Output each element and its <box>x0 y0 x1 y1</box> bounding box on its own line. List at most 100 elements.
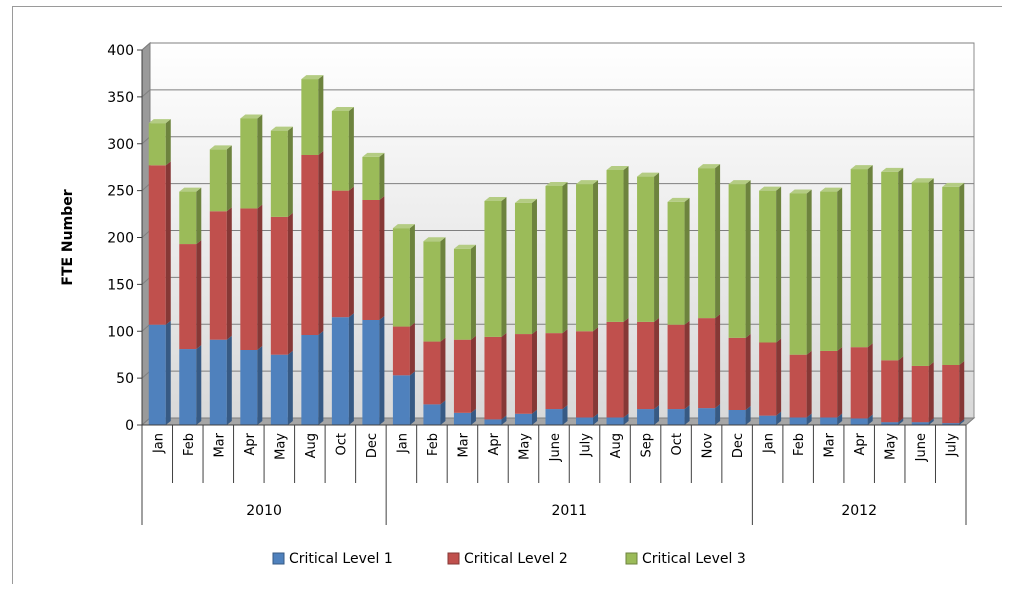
bar-segment-critical-level-1 <box>545 405 568 425</box>
bar-segment-critical-level-2 <box>820 346 843 418</box>
x-tick-label: Feb <box>426 433 441 456</box>
legend-item: Critical Level 2 <box>447 551 568 567</box>
bar-segment-critical-level-3 <box>789 189 812 355</box>
gridline-side <box>141 136 151 145</box>
x-tick-label: Mar <box>823 432 838 457</box>
bar-segment-critical-level-1 <box>423 400 446 425</box>
group-label: 2012 <box>841 503 877 519</box>
bar-segment-critical-level-3 <box>423 237 446 342</box>
x-tick-label: Aug <box>609 433 624 458</box>
legend-label: Critical Level 2 <box>464 551 568 567</box>
bar-segment-critical-level-2 <box>484 332 507 420</box>
gridline-side <box>141 276 151 285</box>
x-tick-label: Jan <box>762 433 777 454</box>
bar-segment-critical-level-2 <box>362 196 385 320</box>
bar-segment-critical-level-3 <box>576 180 599 332</box>
x-tick-label: July <box>579 433 594 458</box>
bar-segment-critical-level-1 <box>179 345 202 425</box>
bar-segment-critical-level-2 <box>637 317 660 410</box>
bar-segment-critical-level-3 <box>331 106 354 191</box>
bar-segment-critical-level-2 <box>423 337 446 405</box>
legend-item: Critical Level 3 <box>625 551 746 567</box>
legend-swatch <box>447 552 460 565</box>
bar-segment-critical-level-3 <box>850 165 873 348</box>
legend-swatch <box>625 552 638 565</box>
bar-segment-critical-level-3 <box>514 198 537 335</box>
bar-segment-critical-level-2 <box>545 329 568 410</box>
bar-segment-critical-level-3 <box>820 187 843 351</box>
bar-segment-critical-level-3 <box>942 182 965 365</box>
gridline-side <box>141 323 151 332</box>
bar-segment-critical-level-3 <box>484 196 507 337</box>
bar-segment-critical-level-3 <box>209 145 232 212</box>
bar-segment-critical-level-2 <box>789 350 812 418</box>
bar-segment-critical-level-2 <box>911 361 934 423</box>
x-tick-label: May <box>884 433 899 460</box>
bar-segment-critical-level-1 <box>209 335 232 425</box>
bar-segment-critical-level-2 <box>606 317 629 418</box>
x-tick-label: Mar <box>212 432 227 457</box>
gridline-side <box>141 183 151 192</box>
bar-segment-critical-level-1 <box>911 418 934 425</box>
legend-label: Critical Level 3 <box>642 551 746 567</box>
bar-segment-critical-level-3 <box>698 164 721 319</box>
bar-segment-critical-level-1 <box>942 419 965 425</box>
legend-item: Critical Level 1 <box>272 551 393 567</box>
bar-segment-critical-level-2 <box>667 320 690 410</box>
bar-segment-critical-level-2 <box>576 327 599 418</box>
bar-segment-critical-level-1 <box>148 320 171 425</box>
bar-segment-critical-level-1 <box>728 406 751 425</box>
bar-segment-critical-level-2 <box>179 240 202 350</box>
bar-segment-critical-level-2 <box>301 151 324 335</box>
bar-segment-critical-level-2 <box>728 333 751 410</box>
bar-segment-critical-level-3 <box>362 152 385 200</box>
legend-label: Critical Level 1 <box>289 551 393 567</box>
group-label: 2010 <box>246 503 282 519</box>
group-label: 2011 <box>551 503 587 519</box>
bar-segment-critical-level-3 <box>911 178 934 366</box>
x-tick-label: June <box>548 433 563 462</box>
bar-segment-critical-level-3 <box>881 167 904 361</box>
bar-segment-critical-level-1 <box>606 413 629 425</box>
y-tick-label: 200 <box>107 231 134 247</box>
bar-segment-critical-level-2 <box>209 207 232 340</box>
bar-segment-critical-level-1 <box>789 413 812 425</box>
bar-segment-critical-level-2 <box>514 330 537 414</box>
bar-segment-critical-level-3 <box>667 197 690 325</box>
bar-segment-critical-level-1 <box>392 371 415 425</box>
x-tick-label: Feb <box>182 433 197 456</box>
y-tick-label: 0 <box>125 418 134 434</box>
x-tick-label: Aug <box>304 433 319 458</box>
x-tick-label: Dec <box>731 433 746 458</box>
x-tick-label: Oct <box>670 433 685 455</box>
bar-segment-critical-level-1 <box>850 414 873 425</box>
bar-segment-critical-level-1 <box>270 350 293 425</box>
gridline-side <box>141 42 151 51</box>
bar-segment-critical-level-3 <box>240 114 263 209</box>
bar-segment-critical-level-1 <box>698 404 721 425</box>
bar-segment-critical-level-1 <box>881 418 904 425</box>
bar-segment-critical-level-1 <box>820 413 843 425</box>
bar-segment-critical-level-2 <box>148 161 171 325</box>
x-tick-label: Dec <box>365 433 380 458</box>
y-tick-label: 100 <box>107 324 134 340</box>
chart-frame <box>12 6 1002 584</box>
bar-segment-critical-level-1 <box>240 346 263 425</box>
gridline-side <box>141 230 151 238</box>
bar-segment-critical-level-3 <box>301 75 324 155</box>
bar-segment-critical-level-1 <box>484 415 507 425</box>
x-tick-label: May <box>273 433 288 460</box>
bar-segment-critical-level-2 <box>759 338 782 416</box>
bar-segment-critical-level-2 <box>881 356 904 423</box>
x-tick-label: Apr <box>487 432 502 455</box>
bar-segment-critical-level-3 <box>148 119 171 166</box>
bar-segment-critical-level-3 <box>392 224 415 327</box>
bar-segment-critical-level-3 <box>545 181 568 334</box>
x-tick-label: Jan <box>395 433 410 454</box>
y-axis-label: FTE Number <box>60 189 76 285</box>
x-tick-label: Feb <box>792 433 807 456</box>
bar-segment-critical-level-3 <box>179 187 202 245</box>
bar-segment-critical-level-2 <box>270 212 293 355</box>
gridline-side <box>141 89 151 98</box>
